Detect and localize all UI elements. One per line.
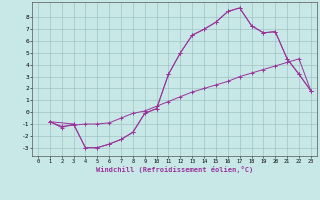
X-axis label: Windchill (Refroidissement éolien,°C): Windchill (Refroidissement éolien,°C) — [96, 166, 253, 173]
